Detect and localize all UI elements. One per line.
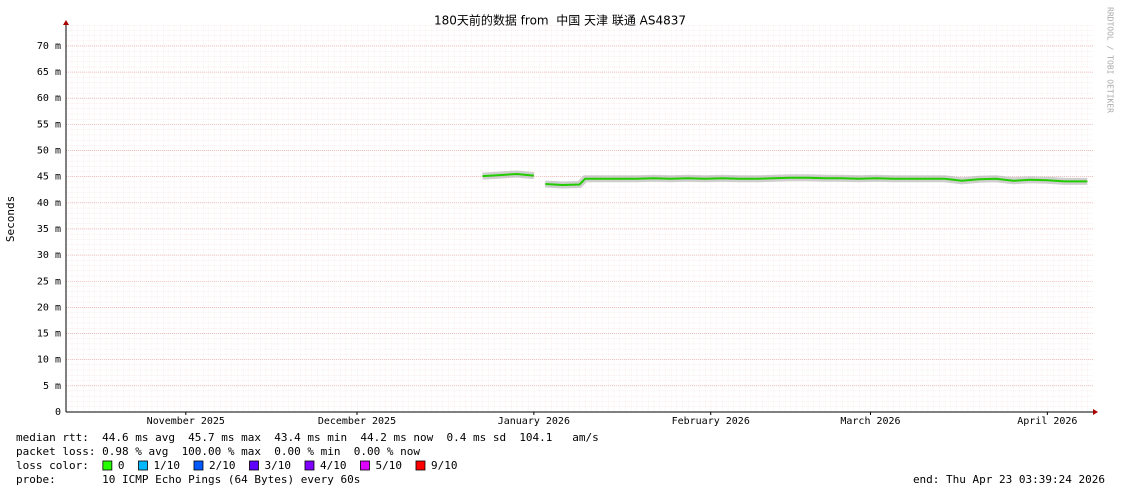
loss-label: 4/10 xyxy=(320,459,347,472)
axis-arrow xyxy=(63,20,69,25)
y-tick-label: 15 m xyxy=(37,329,61,340)
y-tick-label: 65 m xyxy=(37,67,61,78)
y-tick-label: 30 m xyxy=(37,250,61,261)
x-tick-label: April 2026 xyxy=(1017,416,1077,427)
y-tick-label: 35 m xyxy=(37,224,61,235)
y-tick-label: 50 m xyxy=(37,146,61,157)
stats-line: packet loss: 0.98 % avg 100.00 % max 0.0… xyxy=(16,445,420,458)
loss-label: 0 xyxy=(118,459,125,472)
loss-label: 2/10 xyxy=(209,459,236,472)
y-tick-label: 70 m xyxy=(37,41,61,52)
loss-title: loss color: xyxy=(16,459,89,472)
watermark: RRDTOOL / TOBI OETIKER xyxy=(1106,7,1115,113)
loss-label: 3/10 xyxy=(264,459,291,472)
loss-swatch xyxy=(138,460,148,471)
y-tick-label: 0 xyxy=(55,407,61,418)
y-tick-label: 5 m xyxy=(43,381,61,392)
x-tick-label: February 2026 xyxy=(672,416,750,427)
y-tick-label: 45 m xyxy=(37,172,61,183)
end-time: end: Thu Apr 23 03:39:24 2026 xyxy=(913,473,1105,486)
plot xyxy=(66,45,1093,413)
y-tick-label: 10 m xyxy=(37,355,61,366)
loss-swatch xyxy=(360,460,370,471)
stats-line: median rtt: 44.6 ms avg 45.7 ms max 43.4… xyxy=(16,431,599,444)
loss-swatch xyxy=(415,460,426,471)
median-line xyxy=(482,172,1088,187)
y-tick-label: 20 m xyxy=(37,302,61,313)
y-tick-label: 55 m xyxy=(37,119,61,130)
y-tick-label: 25 m xyxy=(37,276,61,287)
axis-arrow xyxy=(1093,409,1098,415)
chart-title: 180天前的数据 from 中国 天津 联通 AS4837 xyxy=(434,13,686,28)
loss-label: 5/10 xyxy=(375,459,402,472)
loss-swatch xyxy=(193,460,204,471)
loss-label: 1/10 xyxy=(153,459,180,472)
y-axis-label: Seconds xyxy=(4,196,17,242)
probe: probe: 10 ICMP Echo Pings (64 Bytes) eve… xyxy=(16,473,360,486)
y-tick-label: 40 m xyxy=(37,198,61,209)
loss-swatch xyxy=(304,460,315,471)
loss-label: 9/10 xyxy=(431,459,458,472)
minor-grid xyxy=(66,25,1093,412)
loss-swatch xyxy=(249,460,259,471)
x-tick-label: November 2025 xyxy=(147,416,225,427)
x-tick-label: December 2025 xyxy=(318,416,396,427)
y-tick-label: 60 m xyxy=(37,93,61,104)
x-tick-label: January 2026 xyxy=(498,416,570,427)
loss-swatch xyxy=(102,460,113,471)
x-tick-label: March 2026 xyxy=(840,416,900,427)
